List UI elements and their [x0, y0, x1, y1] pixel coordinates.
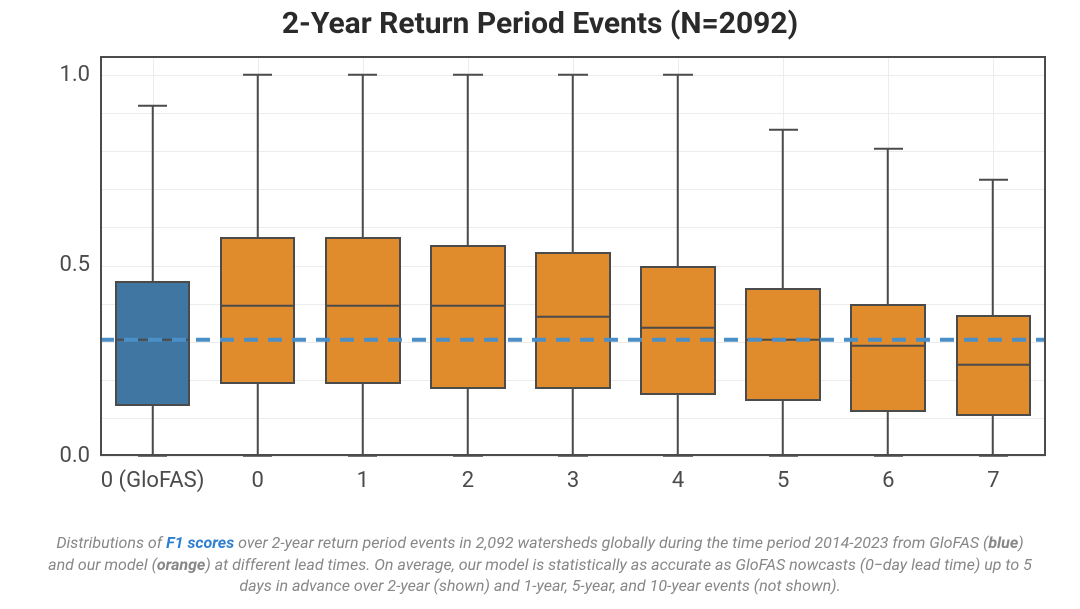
x-tick-label: 4 — [672, 468, 684, 493]
y-tick-label: 0.0 — [59, 443, 90, 468]
box — [956, 315, 1032, 416]
x-tick-label: 7 — [987, 468, 999, 493]
whisker-cap — [453, 455, 482, 457]
whisker-cap — [663, 74, 692, 76]
whisker-cap — [979, 455, 1008, 457]
whisker-cap — [243, 455, 272, 457]
median-line — [325, 304, 401, 306]
whisker-cap — [979, 179, 1008, 181]
f1-scores-link[interactable]: F1 scores — [166, 533, 234, 552]
median-line — [745, 339, 821, 341]
median-line — [956, 363, 1032, 365]
whisker-cap — [558, 455, 587, 457]
caption-orange-label: orange — [157, 555, 205, 574]
whisker-cap — [769, 455, 798, 457]
box — [745, 288, 821, 400]
median-line — [430, 304, 506, 306]
median-line — [115, 339, 191, 341]
median-line — [535, 316, 611, 318]
whisker-cap — [874, 148, 903, 150]
y-tick-label: 1.0 — [59, 62, 90, 87]
box — [430, 245, 506, 390]
x-tick-label: 2 — [462, 468, 474, 493]
median-line — [640, 327, 716, 329]
whisker-cap — [769, 129, 798, 131]
figure-caption: Distributions of F1 scores over 2-year r… — [48, 532, 1032, 597]
whisker-cap — [663, 455, 692, 457]
box — [115, 281, 191, 407]
box — [850, 304, 926, 413]
median-line — [850, 344, 926, 346]
caption-blue-label: blue — [988, 533, 1018, 552]
whisker-cap — [348, 74, 377, 76]
whisker-cap — [453, 74, 482, 76]
box — [640, 266, 716, 396]
box — [535, 252, 611, 389]
whisker-cap — [348, 455, 377, 457]
x-tick-label: 1 — [357, 468, 369, 493]
x-tick-label: 5 — [777, 468, 789, 493]
x-tick-label: 3 — [567, 468, 579, 493]
x-tick-label: 6 — [882, 468, 894, 493]
figure-root: 2-Year Return Period Events (N=2092) Dis… — [0, 0, 1080, 609]
plot-area — [100, 56, 1046, 456]
whisker-cap — [243, 74, 272, 76]
box — [325, 237, 401, 384]
x-tick-label: 0 (GloFAS) — [101, 468, 205, 493]
chart-title: 2-Year Return Period Events (N=2092) — [0, 6, 1080, 41]
whisker-cap — [138, 455, 167, 457]
median-line — [220, 304, 296, 306]
whisker-cap — [874, 455, 903, 457]
y-tick-label: 0.5 — [59, 252, 90, 277]
whisker-cap — [558, 74, 587, 76]
box — [220, 237, 296, 384]
whisker-cap — [138, 104, 167, 106]
x-tick-label: 0 — [251, 468, 263, 493]
